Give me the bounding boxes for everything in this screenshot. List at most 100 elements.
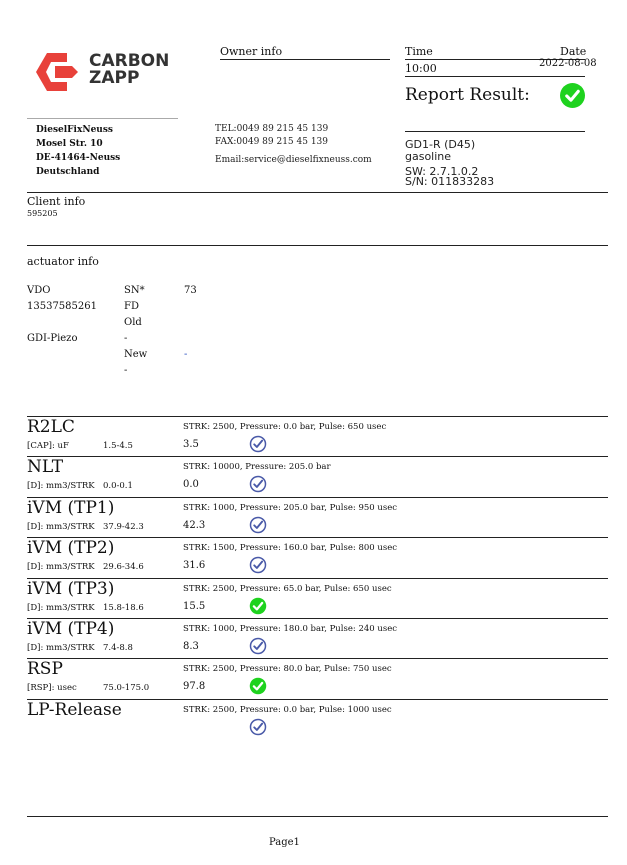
actuator-value xyxy=(184,299,197,315)
test-range: 0.0-0.1 xyxy=(103,481,133,492)
test-name: LP-Release xyxy=(27,699,122,720)
logo-line1: CARBON xyxy=(89,51,170,71)
test-row: iVM (TP1) [D]: mm3/STRK 37.9-42.3 STRK: 100… xyxy=(27,496,608,538)
actuator-type: GDI-Piezo xyxy=(27,333,78,344)
divider xyxy=(27,245,608,246)
owner-email: Email:service@dieselfixneuss.com xyxy=(215,155,372,165)
date-value: 2022-08-08 xyxy=(539,58,597,69)
actuator-part-number: 13537585261 xyxy=(27,301,97,312)
divider xyxy=(405,59,585,60)
test-name: NLT xyxy=(27,457,64,478)
divider xyxy=(27,118,178,119)
test-name: iVM (TP4) xyxy=(27,619,115,639)
check-outline-icon xyxy=(249,718,267,736)
actuator-field: New xyxy=(124,349,148,360)
test-value: 0.0 xyxy=(183,479,199,491)
actuator-blank xyxy=(27,315,97,331)
device-fuel: gasoline xyxy=(405,150,452,163)
owner-name: DieselFixNeuss xyxy=(36,125,113,135)
divider xyxy=(405,131,585,132)
divider xyxy=(220,59,390,60)
test-range: 1.5-4.5 xyxy=(103,441,133,451)
test-range: 15.8-18.6 xyxy=(103,602,144,613)
owner-tel: TEL:0049 89 215 45 139 xyxy=(215,124,329,134)
owner-city: DE-41464-Neuss xyxy=(36,153,121,163)
device-sw: SW: 2.7.1.0.2 xyxy=(405,165,479,178)
logo-line2: ZAPP xyxy=(89,68,140,88)
check-green-icon xyxy=(249,678,267,695)
test-range: 37.9-42.3 xyxy=(103,521,144,532)
actuator-field: Old xyxy=(124,317,142,328)
client-id: 595205 xyxy=(27,209,58,218)
check-outline-icon xyxy=(249,556,267,574)
actuator-field: SN* xyxy=(124,285,145,296)
owner-contact: TEL:0049 89 215 45 139 FAX:0049 89 215 4… xyxy=(215,123,372,167)
test-conditions: STRK: 2500, Pressure: 65.0 bar, Pulse: 6… xyxy=(183,583,392,594)
actuator-field: - xyxy=(124,333,128,344)
test-unit: [RSP]: usec xyxy=(27,683,77,694)
actuator-brand: VDO xyxy=(27,285,51,296)
owner-address: DieselFixNeuss Mosel Str. 10 DE-41464-Ne… xyxy=(36,123,120,179)
test-value: 31.6 xyxy=(183,560,206,572)
test-conditions: STRK: 2500, Pressure: 80.0 bar, Pulse: 7… xyxy=(183,664,392,675)
test-conditions: STRK: 2500, Pressure: 0.0 bar, Pulse: 65… xyxy=(183,422,387,432)
test-name: R2LC xyxy=(27,417,75,437)
test-unit: [D]: mm3/STRK xyxy=(27,643,95,653)
test-range: 75.0-175.0 xyxy=(103,683,150,694)
time-label: Time xyxy=(405,45,433,58)
test-unit: [D]: mm3/STRK xyxy=(27,481,95,492)
test-conditions: STRK: 10000, Pressure: 205.0 bar xyxy=(183,462,331,473)
owner-street: Mosel Str. 10 xyxy=(36,139,103,149)
device-model: GD1-R (D45) xyxy=(405,138,476,151)
actuator-field: - xyxy=(124,365,128,376)
actuator-col3: 73 - xyxy=(184,283,197,363)
test-row: iVM (TP2) [D]: mm3/STRK 29.6-34.6 STRK: 150… xyxy=(27,537,608,578)
test-row: iVM (TP3) [D]: mm3/STRK 15.8-18.6 STRK: 250… xyxy=(27,577,608,619)
test-unit: [D]: mm3/STRK xyxy=(27,521,95,532)
owner-country: Deutschland xyxy=(36,167,100,177)
actuator-value xyxy=(184,315,197,331)
test-value: 42.3 xyxy=(183,519,206,531)
result-check-icon xyxy=(560,83,585,108)
test-row: R2LC [CAP]: uF 1.5-4.5 STRK: 2500, Pressure… xyxy=(27,416,608,457)
client-info-label: Client info xyxy=(27,195,86,208)
test-name: iVM (TP3) xyxy=(27,578,115,599)
test-row: iVM (TP4) [D]: mm3/STRK 7.4-8.8 STRK: 1000,… xyxy=(27,618,608,659)
test-name: iVM (TP1) xyxy=(27,497,115,518)
test-value: 3.5 xyxy=(183,439,199,450)
test-conditions: STRK: 1500, Pressure: 160.0 bar, Pulse: … xyxy=(183,543,398,554)
test-unit: [D]: mm3/STRK xyxy=(27,602,95,613)
test-name: RSP xyxy=(27,659,63,680)
actuator-value xyxy=(184,331,197,347)
check-outline-icon xyxy=(249,516,267,534)
test-value: 15.5 xyxy=(183,600,206,612)
actuator-field: FD xyxy=(124,301,139,312)
date-label: Date xyxy=(560,45,587,58)
test-value: 8.3 xyxy=(183,641,199,652)
actuator-col1: VDO 13537585261 GDI-Piezo xyxy=(27,283,97,347)
test-row: LP-Release STRK: 2500, Pressure: 0.0 bar,… xyxy=(27,698,608,740)
test-name: iVM (TP2) xyxy=(27,538,115,559)
report-result-label: Report Result: xyxy=(405,85,530,105)
owner-info-label: Owner info xyxy=(220,45,283,58)
test-unit: [CAP]: uF xyxy=(27,441,69,451)
test-range: 7.4-8.8 xyxy=(103,643,133,653)
check-outline-icon xyxy=(249,476,267,493)
check-outline-icon xyxy=(249,435,267,453)
check-green-icon xyxy=(249,597,267,614)
actuator-value: 73 xyxy=(184,285,197,296)
test-row: NLT [D]: mm3/STRK 0.0-0.1 STRK: 10000, Pres… xyxy=(27,456,608,497)
divider xyxy=(405,76,585,77)
time-value: 10:00 xyxy=(405,62,437,75)
owner-fax: FAX:0049 89 215 45 139 xyxy=(215,137,329,147)
test-conditions: STRK: 1000, Pressure: 180.0 bar, Pulse: … xyxy=(183,624,398,634)
actuator-info-label: actuator info xyxy=(27,255,99,268)
logo: CARBON ZAPP xyxy=(36,51,170,91)
device-info: GD1-R (D45) gasoline SW: 2.7.1.0.2 S/N: … xyxy=(405,138,495,188)
page-number: Page1 xyxy=(269,837,300,848)
divider xyxy=(27,816,608,817)
actuator-col2: SN* FD Old - New - xyxy=(124,283,147,379)
check-outline-icon xyxy=(249,637,267,655)
device-sn: S/N: 011833283 xyxy=(405,175,495,188)
actuator-value: - xyxy=(184,349,188,360)
